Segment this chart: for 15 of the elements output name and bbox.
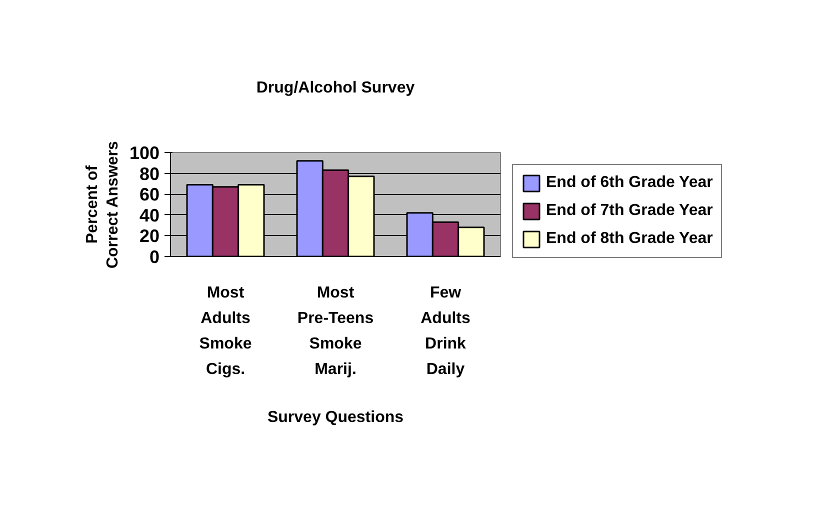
y-axis-title: Percent of Correct Answers [84, 140, 122, 269]
y-tick-label: 80 [139, 164, 160, 184]
y-tick-label: 0 [149, 247, 160, 267]
x-tick-label: Most Pre-Teens Smoke Marij. [297, 284, 374, 378]
y-tick-label: 40 [139, 205, 160, 226]
legend-label: End of 6th Grade Year [546, 174, 713, 192]
legend-label: End of 7th Grade Year [546, 202, 713, 220]
y-tick-label: 100 [129, 143, 160, 163]
legend-label: End of 8th Grade Year [546, 230, 713, 248]
x-tick-label: Few Adults Drink Daily [420, 284, 470, 378]
chart-title: Drug/Alcohol Survey [256, 80, 415, 96]
y-tick-label: 20 [139, 226, 160, 246]
x-axis-title: Survey Questions [267, 409, 404, 426]
x-tick-label: Most Adults Smoke Cigs. [199, 284, 252, 378]
y-tick-label: 60 [139, 184, 160, 205]
